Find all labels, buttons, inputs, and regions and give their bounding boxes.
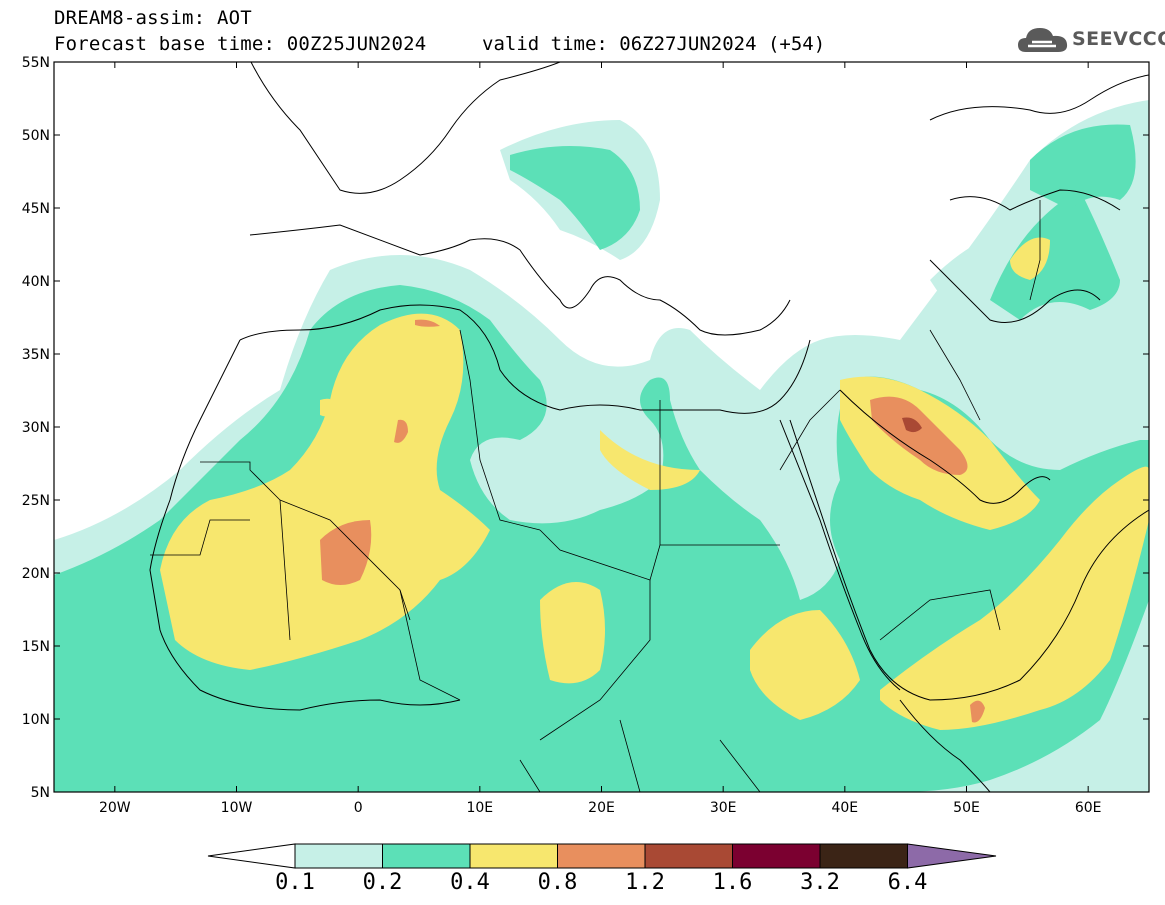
y-tick-label: 25N [22,493,50,509]
x-tick-label: 0 [354,800,363,816]
colorbar-segment [557,843,646,869]
y-tick-label: 40N [22,274,50,290]
x-tick-label: 10W [221,800,253,816]
y-axis-labels: 55N 50N 45N 40N 35N 30N 25N 20N 15N 10N 5N [22,55,50,801]
country-borders [150,200,1041,792]
colorbar-segment [819,843,908,869]
valid-time: valid time: 06Z27JUN2024 (+54) [482,33,826,55]
x-tick-label: 20E [588,800,615,816]
y-tick-label: 55N [22,55,50,71]
y-tick-label: 35N [22,347,50,363]
y-tick-label: 5N [31,785,50,801]
map-title: DREAM8-assim: AOT [54,7,252,29]
colorbar-label: 1.6 [712,870,753,895]
aot-fields [54,100,1149,792]
x-tick-label: 40E [831,800,858,816]
colorbar-label: 0.2 [362,870,403,895]
aot-level-1.2 [902,417,922,433]
colorbar-segment [732,843,821,869]
y-tick-label: 10N [22,712,50,728]
colorbar-segment [294,843,383,869]
colorbar-label: 0.1 [275,870,315,895]
colorbar-label: 0.8 [537,870,578,895]
coastlines [149,62,1149,792]
colorbar-segment [382,843,471,869]
colorbar-under-triangle [207,843,296,869]
x-tick-label: 10E [466,800,493,816]
colorbar-segment [469,843,558,869]
cloud-icon [1018,28,1068,52]
colorbar-labels: 0.1 0.2 0.4 0.8 1.2 1.6 3.2 6.4 [0,870,1165,900]
forecast-base-time: Forecast base time: 00Z25JUN2024 [54,33,427,55]
y-tick-label: 15N [22,639,50,655]
x-tick-label: 20W [99,800,131,816]
y-tick-label: 20N [22,566,50,582]
colorbar-over-triangle [907,843,997,869]
colorbar-label: 0.4 [450,870,490,895]
y-tick-label: 50N [22,128,50,144]
x-tick-label: 50E [953,800,980,816]
colorbar-label: 1.2 [625,870,665,895]
aot-level-0.8 [320,319,985,723]
seevccc-logo: SEEVCCC [1016,22,1165,58]
colorbar-segment [644,843,733,869]
x-tick-label: 30E [710,800,737,816]
x-axis-labels: 20W 10W 0 10E 20E 30E 40E 50E 60E [99,800,1102,816]
logo-text: SEEVCCC [1072,28,1165,50]
x-tick-label: 60E [1075,800,1102,816]
y-tick-label: 30N [22,420,50,436]
colorbar [207,843,997,869]
colorbar-label: 6.4 [887,870,928,895]
y-tick-label: 45N [22,201,50,217]
axis-ticks [54,61,1149,793]
colorbar-label: 3.2 [800,870,840,895]
